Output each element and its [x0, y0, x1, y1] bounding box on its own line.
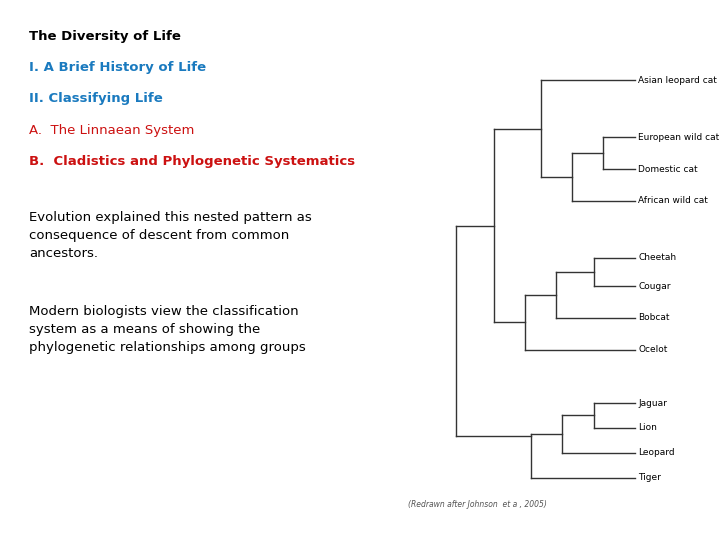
Text: Modern biologists view the classification
system as a means of showing the
phylo: Modern biologists view the classificatio… [29, 305, 305, 354]
Text: European wild cat: European wild cat [638, 133, 719, 141]
Text: Cheetah: Cheetah [638, 253, 676, 262]
Text: Tiger: Tiger [638, 473, 661, 482]
Text: Ocelot: Ocelot [638, 346, 667, 354]
Text: II. Classifying Life: II. Classifying Life [29, 92, 163, 105]
Text: Leopard: Leopard [638, 448, 675, 457]
Text: Lion: Lion [638, 423, 657, 433]
Text: Asian leopard cat: Asian leopard cat [638, 76, 717, 85]
Text: Cougar: Cougar [638, 281, 671, 291]
Text: A.  The Linnaean System: A. The Linnaean System [29, 124, 194, 137]
Text: The Diversity of Life: The Diversity of Life [29, 30, 181, 43]
Text: (Redrawn after Johnson  et a , 2005): (Redrawn after Johnson et a , 2005) [408, 500, 547, 509]
Text: Bobcat: Bobcat [638, 313, 670, 322]
Text: Domestic cat: Domestic cat [638, 165, 698, 173]
Text: B.  Cladistics and Phylogenetic Systematics: B. Cladistics and Phylogenetic Systemati… [29, 155, 355, 168]
Text: African wild cat: African wild cat [638, 197, 708, 205]
Text: Jaguar: Jaguar [638, 399, 667, 408]
Text: Evolution explained this nested pattern as
consequence of descent from common
an: Evolution explained this nested pattern … [29, 211, 312, 260]
Text: I. A Brief History of Life: I. A Brief History of Life [29, 61, 206, 74]
